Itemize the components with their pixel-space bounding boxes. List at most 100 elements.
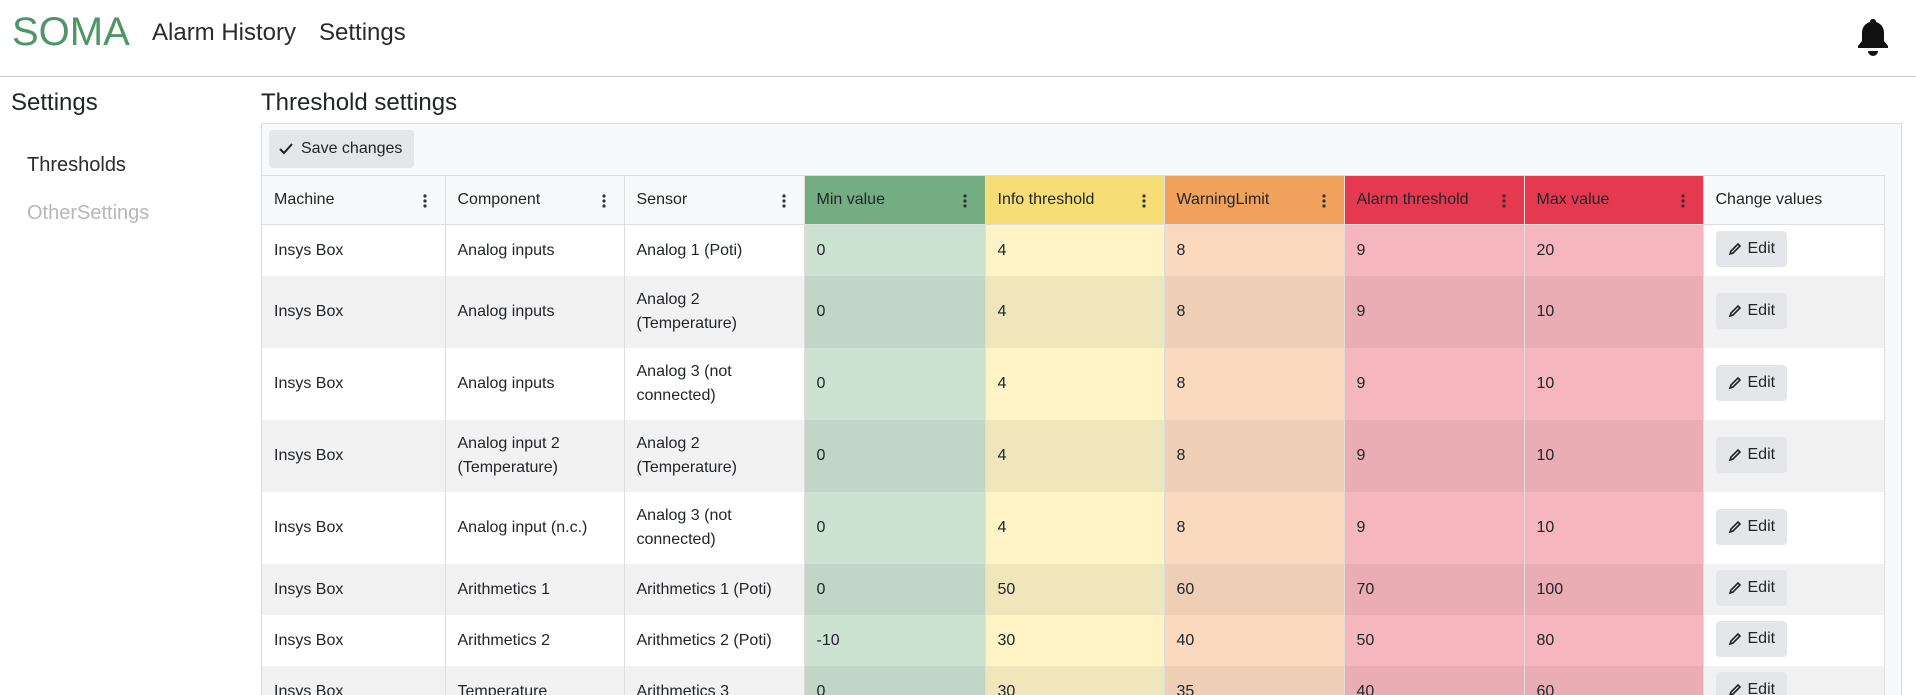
- column-header: Component: [445, 176, 624, 225]
- column-header-label: WarningLimit: [1177, 191, 1270, 208]
- table-cell: 0: [804, 225, 985, 277]
- action-cell: Edit: [1703, 225, 1884, 277]
- table-cell: 60: [1524, 666, 1703, 695]
- table-cell: 30: [985, 666, 1164, 695]
- pencil-icon: [1728, 242, 1742, 256]
- table-cell: 10: [1524, 348, 1703, 420]
- data-grid: Save changes Machine Component Sensor Min v…: [261, 123, 1902, 695]
- table-cell: 10: [1524, 420, 1703, 492]
- column-menu[interactable]: [1322, 194, 1326, 208]
- edit-label: Edit: [1748, 576, 1776, 600]
- column-header: Max value: [1524, 176, 1703, 225]
- save-label: Save changes: [301, 140, 402, 158]
- pencil-icon: [1728, 632, 1742, 646]
- table-cell: Analog 3 (not connected): [624, 492, 804, 564]
- table-cell: Insys Box: [262, 492, 445, 564]
- table-cell: 0: [804, 492, 985, 564]
- table-cell: Analog 2 (Temperature): [624, 420, 804, 492]
- table-cell: 9: [1344, 348, 1524, 420]
- table-cell: Analog input (n.c.): [445, 492, 624, 564]
- edit-button[interactable]: Edit: [1716, 365, 1788, 401]
- table-cell: 50: [985, 564, 1164, 615]
- column-menu[interactable]: [782, 194, 786, 208]
- pencil-icon: [1728, 304, 1742, 318]
- table-cell: Arithmetics 1 (Poti): [624, 564, 804, 615]
- column-header: Alarm threshold: [1344, 176, 1524, 225]
- edit-button[interactable]: Edit: [1716, 509, 1788, 545]
- edit-label: Edit: [1748, 443, 1776, 467]
- table-cell: 4: [985, 276, 1164, 348]
- column-header: Min value: [804, 176, 985, 225]
- column-header-label: Max value: [1537, 191, 1610, 208]
- save-button[interactable]: Save changes: [269, 130, 414, 168]
- column-header: Change values: [1703, 176, 1884, 225]
- column-header-label: Change values: [1716, 191, 1823, 208]
- edit-label: Edit: [1748, 515, 1776, 539]
- table-cell: Analog 2 (Temperature): [624, 276, 804, 348]
- brand[interactable]: SOMA: [12, 10, 130, 55]
- action-cell: Edit: [1703, 615, 1884, 666]
- pencil-icon: [1728, 448, 1742, 462]
- table-cell: 0: [804, 420, 985, 492]
- table-cell: 40: [1164, 615, 1344, 666]
- table-cell: Insys Box: [262, 564, 445, 615]
- column-menu[interactable]: [1142, 194, 1146, 208]
- section-title: Threshold settings: [261, 89, 457, 117]
- action-cell: Edit: [1703, 348, 1884, 420]
- bell-icon[interactable]: [1856, 16, 1890, 56]
- column-menu[interactable]: [1681, 194, 1685, 208]
- column-header-label: Info threshold: [998, 191, 1095, 208]
- edit-button[interactable]: Edit: [1716, 437, 1788, 473]
- column-menu[interactable]: [423, 194, 427, 208]
- table-cell: 10: [1524, 276, 1703, 348]
- table-cell: 10: [1524, 492, 1703, 564]
- table-cell: 60: [1164, 564, 1344, 615]
- action-cell: Edit: [1703, 420, 1884, 492]
- edit-button[interactable]: Edit: [1716, 672, 1788, 695]
- edit-button[interactable]: Edit: [1716, 570, 1788, 606]
- toolbar: Save changes: [262, 124, 1901, 175]
- table-cell: 40: [1344, 666, 1524, 695]
- table-cell: 4: [985, 348, 1164, 420]
- edit-button[interactable]: Edit: [1716, 621, 1788, 657]
- nav-link[interactable]: Alarm History: [152, 19, 296, 47]
- table-cell: 0: [804, 564, 985, 615]
- table-cell: Insys Box: [262, 225, 445, 277]
- table-cell: Analog input 2 (Temperature): [445, 420, 624, 492]
- table-cell: 4: [985, 420, 1164, 492]
- column-header: Info threshold: [985, 176, 1164, 225]
- header-row: Machine Component Sensor Min value Info thre…: [262, 176, 1884, 225]
- table-cell: Analog 1 (Poti): [624, 225, 804, 277]
- column-header-label: Component: [458, 191, 541, 208]
- column-header: Machine: [262, 176, 445, 225]
- nav-link[interactable]: Settings: [319, 19, 406, 47]
- edit-button[interactable]: Edit: [1716, 293, 1788, 329]
- threshold-table: Machine Component Sensor Min value Info thre…: [262, 175, 1885, 695]
- table-cell: -10: [804, 615, 985, 666]
- edit-label: Edit: [1748, 299, 1776, 323]
- table-cell: 9: [1344, 492, 1524, 564]
- table-cell: 8: [1164, 276, 1344, 348]
- table-cell: 30: [985, 615, 1164, 666]
- edit-label: Edit: [1748, 371, 1776, 395]
- table-cell: 80: [1524, 615, 1703, 666]
- column-menu[interactable]: [963, 194, 967, 208]
- table-cell: Analog 3 (not connected): [624, 348, 804, 420]
- table-cell: Analog inputs: [445, 225, 624, 277]
- edit-button[interactable]: Edit: [1716, 231, 1788, 267]
- pencil-icon: [1728, 581, 1742, 595]
- column-menu[interactable]: [602, 194, 606, 208]
- sidebar-item[interactable]: Thresholds: [27, 154, 126, 177]
- column-menu[interactable]: [1502, 194, 1506, 208]
- sidebar-item[interactable]: OtherSettings: [27, 202, 149, 225]
- table-cell: 8: [1164, 420, 1344, 492]
- action-cell: Edit: [1703, 276, 1884, 348]
- table-cell: Insys Box: [262, 615, 445, 666]
- column-header-label: Sensor: [637, 191, 688, 208]
